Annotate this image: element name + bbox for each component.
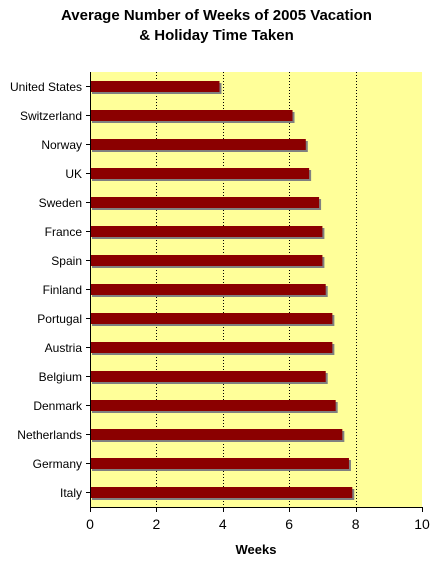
category-label: Austria	[45, 341, 83, 355]
bar	[90, 81, 220, 92]
bar	[90, 458, 349, 469]
category-label: Netherlands	[17, 428, 82, 442]
category-label: Sweden	[39, 196, 82, 210]
bar	[90, 429, 343, 440]
category-label: Finland	[43, 283, 82, 297]
bar	[90, 313, 333, 324]
category-label: Spain	[51, 254, 82, 268]
bar	[90, 197, 320, 208]
category-label: Portugal	[37, 312, 82, 326]
category-label: Belgium	[39, 370, 82, 384]
category-label: UK	[65, 167, 82, 181]
chart-title-line-1: Average Number of Weeks of 2005 Vacation	[61, 7, 372, 24]
category-label: Denmark	[33, 399, 83, 413]
x-tick-label: 0	[86, 516, 94, 532]
bar	[90, 226, 323, 237]
bar	[90, 139, 306, 150]
bar	[90, 110, 293, 121]
bar	[90, 255, 323, 266]
chart-title: Average Number of Weeks of 2005 Vacation…	[0, 6, 433, 46]
category-label: Switzerland	[20, 109, 82, 123]
bar	[90, 400, 336, 411]
bar	[90, 168, 310, 179]
x-tick-label: 8	[352, 516, 360, 532]
category-label: Norway	[41, 138, 82, 152]
x-tick-label: 4	[219, 516, 227, 532]
category-label: Germany	[33, 457, 82, 471]
x-axis-label: Weeks	[235, 542, 277, 557]
category-label: United States	[10, 80, 82, 94]
chart-title-line-2: & Holiday Time Taken	[139, 27, 294, 44]
bar	[90, 487, 353, 498]
bar	[90, 371, 326, 382]
x-tick-label: 10	[414, 516, 430, 532]
category-label: Italy	[60, 486, 82, 500]
x-tick-label: 6	[285, 516, 293, 532]
x-tick-label: 2	[153, 516, 161, 532]
category-label: France	[45, 225, 83, 239]
bar	[90, 284, 326, 295]
bar	[90, 342, 333, 353]
